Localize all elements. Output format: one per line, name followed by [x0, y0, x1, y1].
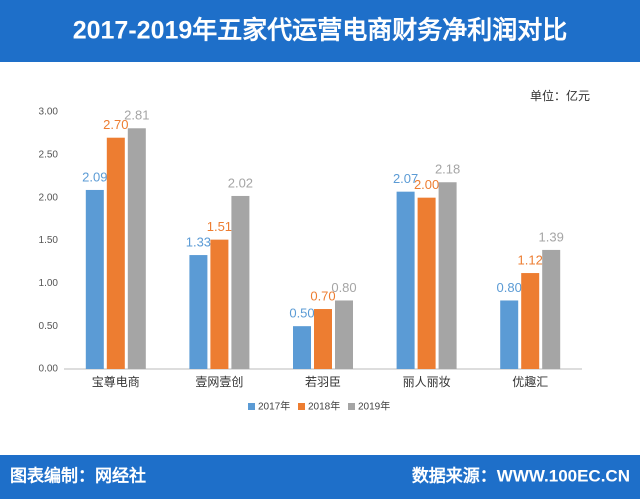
- legend-label: 2017年: [258, 400, 290, 413]
- value-label: 0.80: [331, 280, 356, 295]
- y-tick-label: 3.00: [39, 107, 59, 118]
- y-tick-label: 2.50: [39, 149, 59, 160]
- x-tick-label: 优趣汇: [512, 374, 548, 389]
- bar: [542, 249, 561, 369]
- x-tick-label: 宝尊电商: [92, 374, 140, 389]
- bar: [500, 300, 519, 369]
- bar: [314, 309, 332, 369]
- value-label: 2.18: [435, 162, 460, 177]
- y-tick-label: 1.00: [39, 278, 59, 289]
- legend-label: 2018年: [308, 400, 340, 413]
- footer-left: 图表编制：网经社: [10, 465, 146, 485]
- value-label: 2.70: [103, 117, 128, 132]
- footer-banner: [0, 455, 640, 499]
- bar: [127, 128, 146, 369]
- legend-swatch: [348, 403, 355, 410]
- bar: [396, 191, 415, 369]
- bar: [210, 239, 229, 369]
- footer-right: 数据来源：WWW.100EC.CN: [412, 465, 630, 485]
- value-label: 2.00: [414, 177, 439, 192]
- value-label: 0.70: [310, 288, 335, 303]
- bar: [521, 273, 540, 369]
- bar: [293, 326, 311, 369]
- x-tick-label: 若羽臣: [305, 375, 341, 389]
- legend-swatch: [298, 403, 305, 410]
- value-label: 2.09: [82, 169, 107, 184]
- y-tick-label: 2.00: [39, 192, 59, 203]
- y-tick-label: 0.00: [39, 364, 59, 375]
- title-banner: [0, 0, 640, 62]
- bar: [85, 189, 104, 369]
- value-label: 2.07: [393, 171, 418, 186]
- y-tick-label: 0.50: [39, 321, 59, 332]
- unit-note: 单位：亿元: [530, 88, 590, 103]
- value-label: 1.51: [207, 219, 232, 234]
- value-label: 1.39: [539, 229, 564, 244]
- y-tick-label: 1.50: [39, 235, 59, 246]
- chart-title: 2017-2019年五家代运营电商财务净利润对比: [73, 16, 568, 45]
- x-tick-label: 丽人丽妆: [403, 375, 451, 389]
- bar: [417, 197, 436, 369]
- x-tick-label: 壹网壹创: [195, 375, 243, 389]
- bar: [335, 300, 353, 369]
- value-label: 2.81: [124, 108, 149, 123]
- legend-swatch: [248, 403, 255, 410]
- value-label: 0.50: [289, 306, 314, 321]
- bar: [231, 195, 250, 369]
- bar: [106, 137, 125, 369]
- value-label: 1.33: [186, 235, 211, 250]
- bar: [438, 182, 457, 369]
- value-label: 1.12: [518, 252, 543, 267]
- bar: [189, 255, 208, 369]
- value-label: 2.02: [228, 175, 253, 190]
- legend-label: 2019年: [358, 400, 390, 413]
- value-label: 0.80: [497, 280, 522, 295]
